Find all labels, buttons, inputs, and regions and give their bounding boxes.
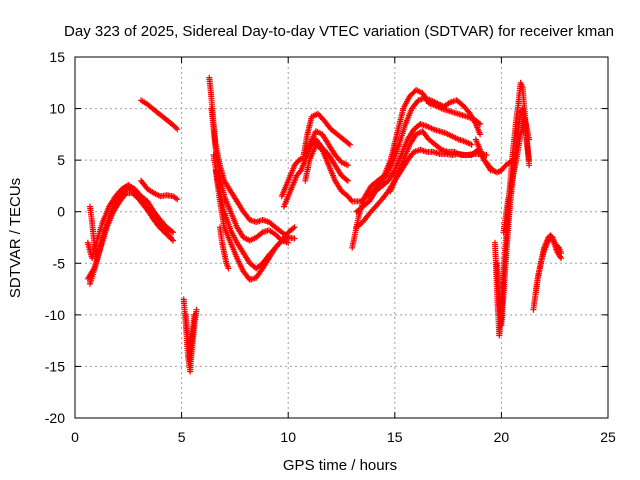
x-tick-label: 10 [280, 429, 296, 445]
data-point-markers [217, 224, 232, 272]
y-tick-label: 15 [49, 49, 65, 65]
y-tick-label: 0 [57, 204, 65, 220]
data-point-markers [138, 97, 181, 133]
series-arc8 [182, 311, 198, 365]
data-point-markers [86, 185, 177, 287]
data-point-markers [304, 136, 351, 184]
series-arc12 [212, 167, 298, 283]
series-arc4 [138, 177, 181, 203]
series-arc22 [387, 128, 490, 195]
plot-frame [74, 56, 609, 419]
chart-title: Day 323 of 2025, Sidereal Day-to-day VTE… [64, 23, 614, 40]
data-point-markers [472, 136, 518, 176]
y-tick-label: -5 [53, 255, 66, 271]
series-arc28 [532, 234, 565, 298]
data-point-markers [208, 105, 292, 246]
series-arc13 [217, 224, 232, 272]
data-point-markers [353, 121, 475, 215]
data-point-markers [500, 115, 533, 236]
x-tick-label: 15 [387, 429, 403, 445]
y-tick-label: -20 [45, 410, 65, 426]
series-arc3 [86, 185, 177, 287]
data-point-markers [86, 203, 100, 262]
series-arc10 [208, 105, 292, 246]
series-arc26 [500, 115, 533, 236]
x-axis-label: GPS time / hours [283, 457, 397, 474]
x-tick-label: 5 [178, 429, 186, 445]
y-tick-label: -10 [45, 307, 65, 323]
series-arc6 [86, 203, 100, 262]
y-tick-label: 10 [49, 101, 65, 117]
series-arc20 [353, 121, 475, 215]
axis-ticks: 0 5 10 15 20 25 -20 -15 -10 -5 0 5 10 15 [45, 49, 616, 445]
data-points [84, 74, 565, 375]
data-point-markers [182, 311, 198, 365]
data-point-markers [212, 167, 298, 283]
x-tick-label: 25 [600, 429, 616, 445]
y-tick-label: -15 [45, 358, 65, 374]
series-arc5 [138, 97, 181, 133]
data-point-markers [387, 128, 490, 195]
y-axis-label: SDTVAR / TECUs [7, 178, 24, 298]
data-point-markers [532, 234, 565, 298]
series-arc17 [304, 136, 351, 184]
x-tick-label: 0 [71, 429, 79, 445]
data-point-markers [138, 177, 181, 203]
series-arc23 [472, 136, 518, 176]
y-tick-label: 5 [57, 152, 65, 168]
x-tick-label: 20 [494, 429, 510, 445]
